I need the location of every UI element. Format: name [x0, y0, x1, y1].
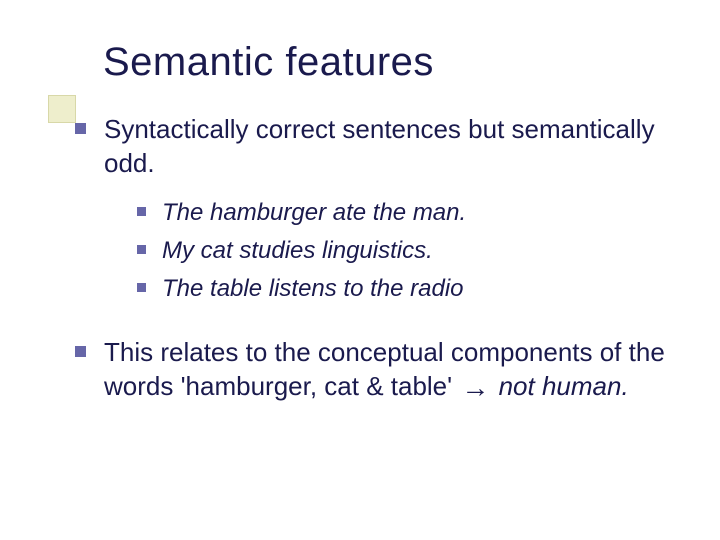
accent-box	[48, 95, 76, 123]
square-bullet-icon	[137, 245, 146, 254]
bullet-item: This relates to the conceptual component…	[75, 336, 685, 406]
square-bullet-icon	[75, 123, 86, 134]
square-bullet-icon	[137, 207, 146, 216]
bullet-text: This relates to the conceptual component…	[104, 336, 685, 406]
sub-bullet-text: The hamburger ate the man.	[162, 197, 466, 229]
slide-title: Semantic features	[103, 40, 685, 85]
bullet-item: Syntactically correct sentences but sema…	[75, 113, 685, 181]
slide: Semantic features Syntactically correct …	[0, 0, 720, 540]
sub-bullet-item: My cat studies linguistics.	[137, 235, 685, 267]
square-bullet-icon	[137, 283, 146, 292]
sub-bullet-text: My cat studies linguistics.	[162, 235, 433, 267]
sub-bullet-list: The hamburger ate the man. My cat studie…	[137, 197, 685, 306]
slide-content: Syntactically correct sentences but sema…	[75, 113, 685, 406]
sub-bullet-item: The table listens to the radio	[137, 273, 685, 305]
arrow-icon: →	[461, 370, 489, 406]
bullet-text: Syntactically correct sentences but sema…	[104, 113, 685, 181]
square-bullet-icon	[75, 346, 86, 357]
sub-bullet-text: The table listens to the radio	[162, 273, 464, 305]
bullet-text-italic: not human.	[499, 371, 629, 401]
sub-bullet-item: The hamburger ate the man.	[137, 197, 685, 229]
